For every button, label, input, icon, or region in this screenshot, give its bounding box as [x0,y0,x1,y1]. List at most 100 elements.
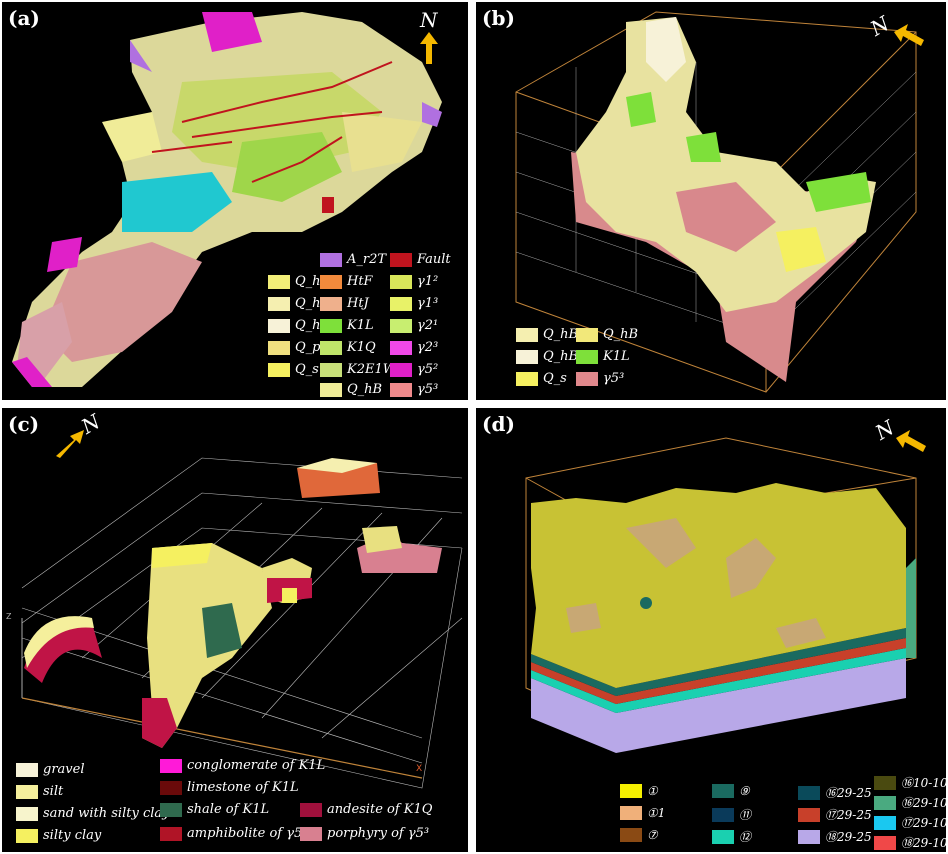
legend-swatch [874,835,896,850]
x-axis-line [21,697,423,779]
fault-block [322,197,334,213]
legend-item: ⑦ [620,828,658,842]
legend-swatch [576,371,598,386]
patch-layer-1-1 [726,538,776,598]
block-central-shale [202,603,242,658]
north-arrow-icon [420,32,438,64]
legend-swatch [320,340,342,355]
x-axis-label: X [416,764,423,774]
legend-text: ① [647,784,658,798]
legend-swatch [576,349,598,364]
legend-text: K1L [347,318,374,333]
block-northeast-top [297,458,377,473]
legend-item: K1L [320,318,374,333]
surface-k1l [626,92,656,127]
legend-text: Fault [417,252,451,267]
legend-item: γ5³ [576,371,624,386]
legend-item: γ1² [390,274,438,289]
legend-text: porphyry of γ5³ [327,826,430,841]
zone-east-tan [342,112,422,172]
legend-swatch [320,274,342,289]
grid-lines [21,457,463,789]
legend-item: HtF [320,274,373,289]
legend-item: amphibolite of γ5³ [160,826,307,841]
legend-item: ⑯29-25 [798,784,872,801]
multi-block-model-3d [21,457,463,789]
legend-item: silty clay [16,828,101,843]
block-central-top [152,543,212,568]
legend-item: γ2³ [390,340,438,355]
legend-swatch [874,775,896,790]
legend-item: ⑯29-10 [874,794,946,811]
block-east-top [362,526,402,553]
legend-text: Q_s [543,371,567,386]
legend-swatch [798,829,820,844]
legend-item: ⑰29-25 [798,806,872,823]
legend-item: Q_hB [320,382,382,397]
panel-label: (a) [8,6,40,30]
geologic-map-3d-model [12,12,442,387]
legend-swatch [160,826,182,841]
legend-swatch [620,784,642,798]
legend-text: ⑦ [647,828,658,842]
legend-swatch [268,318,290,333]
legend-text: HtF [347,274,373,289]
legend-swatch [390,252,412,267]
legend-item: Q_s [516,371,567,386]
legend-item: ⑫ [712,828,751,845]
legend-swatch [712,784,734,798]
legend-text: ⑱29-10 [901,836,946,850]
legend-item: ⑯10-10 [874,774,946,791]
legend-swatch [320,362,342,377]
legend-swatch [576,327,598,342]
legend-swatch [798,785,820,800]
legend-item: shale of K1L [160,802,269,817]
surface-gamma [676,182,776,252]
legend-text: ⑨ [739,784,750,798]
panel-d: (d) N ① ①1 ⑦ ⑨ ⑪ ⑫ [476,408,946,852]
legend-swatch [620,806,642,820]
legend-item: Q_s [268,362,319,377]
panel-c: (c) N X Z gravel conglomerate of K1L sil… [2,408,468,852]
legend-item: ⑪ [712,806,751,823]
zone-magenta-sw [12,357,52,387]
legend-text: Q_hB [603,327,639,342]
north-arrow-icon [894,24,924,46]
legend-swatch [620,828,642,842]
legend-item: ① [620,784,658,798]
legend-item: K1L [576,349,630,364]
legend-item: K1Q [320,340,376,355]
legend-item: gravel [16,762,84,777]
layer-18-29-25 [531,658,906,753]
north-arrow-icon [56,430,84,458]
legend-swatch [390,296,412,311]
zone-magenta-north [202,12,262,52]
legend-text: sand with silty clay [43,806,170,821]
zone-qhb [102,112,162,162]
legend-text: γ1² [417,274,439,289]
north-arrow-icon [896,430,926,452]
z-axis-label: Z [6,612,12,621]
legend-swatch [798,807,820,822]
legend-text: ⑫ [739,830,752,844]
legend-swatch [160,802,182,817]
legend-item: γ5² [390,362,438,377]
legend-swatch [16,784,38,799]
block-northeast [297,463,380,498]
legend-swatch [874,815,896,830]
legend-swatch [390,274,412,289]
legend-swatch [16,828,38,843]
legend-swatch [390,318,412,333]
legend-text: ⑪ [739,808,752,822]
patch-layer-9 [640,597,652,609]
legend-swatch [268,274,290,289]
legend-text: γ5³ [603,371,625,386]
legend-item: Q_hB [516,327,578,342]
legend-swatch [516,349,538,364]
legend-swatch [320,252,342,267]
legend-swatch [300,802,322,817]
legend-item: ⑱29-25 [798,828,872,845]
zone-magenta-west [47,237,82,272]
legend-text: ⑯10-10 [901,776,946,790]
legend-text: silty clay [43,828,102,843]
